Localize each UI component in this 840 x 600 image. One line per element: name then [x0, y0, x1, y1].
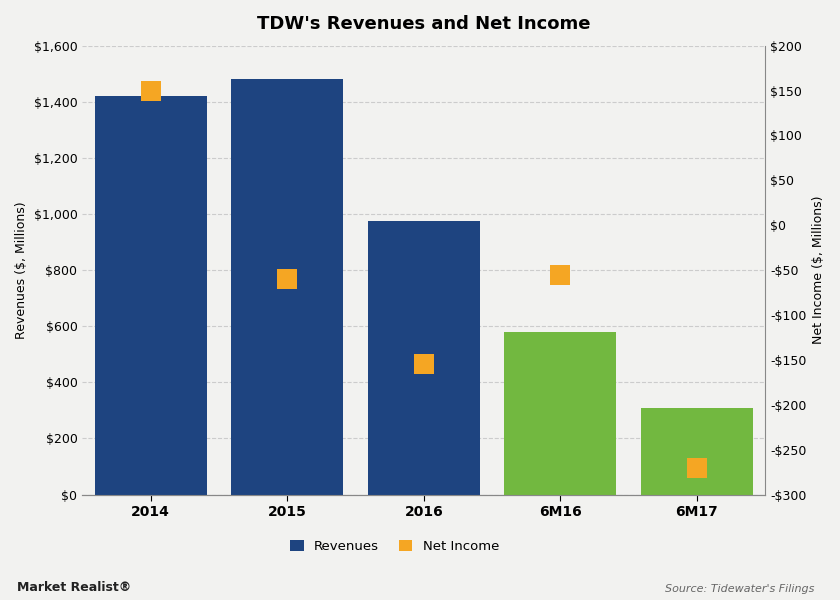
Text: Source: Tidewater's Filings: Source: Tidewater's Filings	[665, 584, 815, 594]
Point	[690, 463, 704, 472]
Legend: Revenues, Net Income: Revenues, Net Income	[286, 536, 503, 557]
Bar	[231, 79, 344, 494]
Bar	[95, 96, 207, 494]
Text: Market Realist®: Market Realist®	[17, 581, 131, 594]
Bar	[641, 407, 753, 494]
Title: TDW's Revenues and Net Income: TDW's Revenues and Net Income	[257, 15, 591, 33]
Bar	[368, 221, 480, 494]
Point	[417, 359, 430, 369]
Bar	[504, 332, 617, 494]
Point	[281, 274, 294, 284]
Y-axis label: Revenues ($, Millions): Revenues ($, Millions)	[15, 202, 28, 339]
Y-axis label: Net Income ($, Millions): Net Income ($, Millions)	[812, 196, 825, 344]
Point	[554, 270, 567, 280]
Point	[144, 86, 157, 95]
